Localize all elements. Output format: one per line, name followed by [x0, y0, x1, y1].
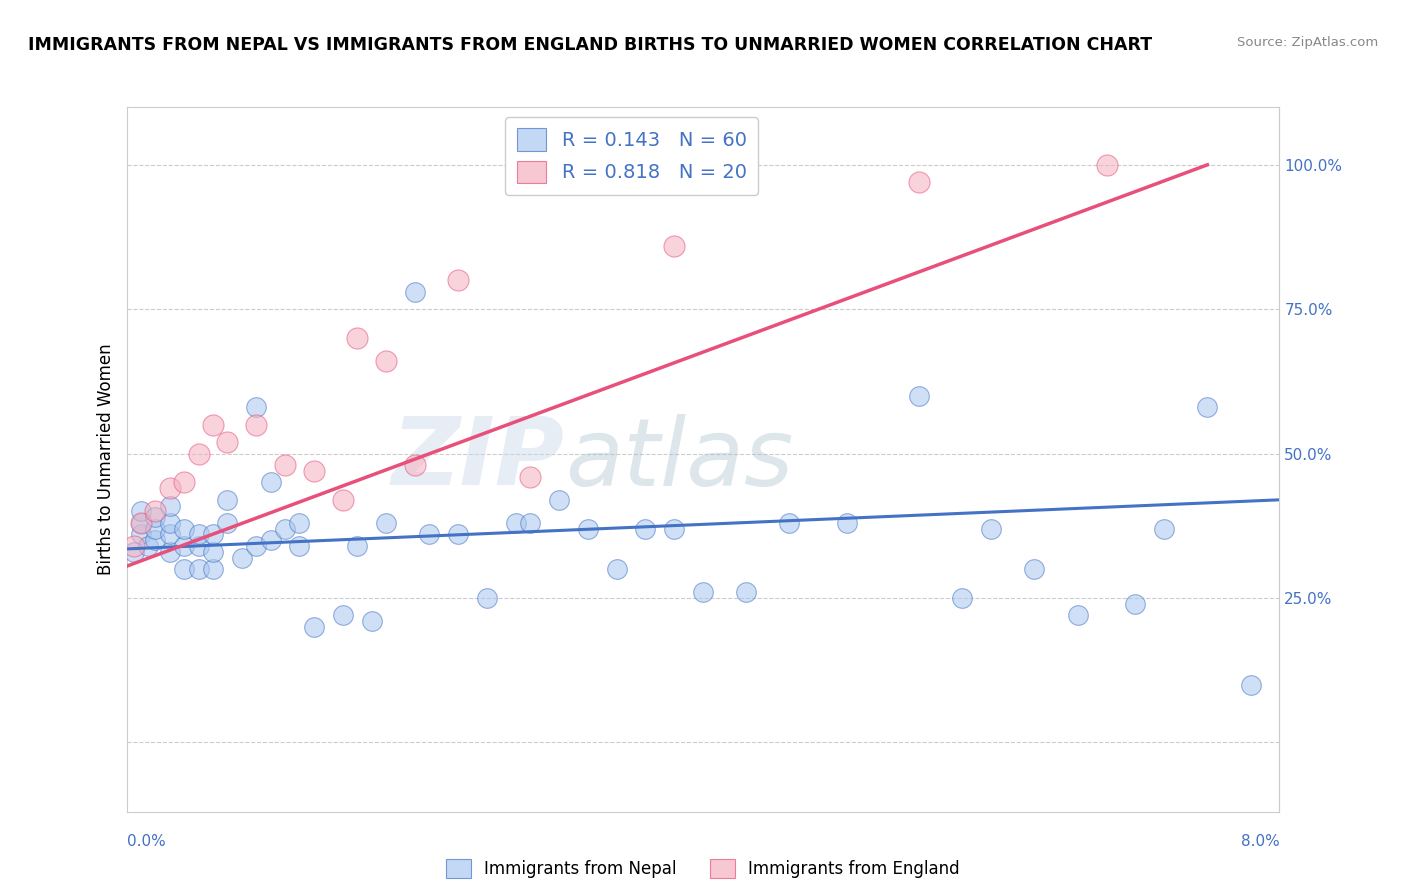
Point: [908, 175, 931, 189]
Point: [447, 273, 470, 287]
Point: [145, 522, 166, 536]
Point: [548, 492, 571, 507]
Point: [664, 238, 686, 252]
Point: [202, 545, 225, 559]
Y-axis label: Births to Unmarried Women: Births to Unmarried Women: [97, 343, 115, 575]
Point: [245, 401, 267, 415]
Point: [1095, 158, 1118, 172]
Point: [692, 585, 714, 599]
Point: [173, 539, 195, 553]
Point: [259, 475, 281, 490]
Point: [245, 539, 267, 553]
Point: [576, 522, 599, 536]
Point: [835, 516, 858, 530]
Point: [136, 539, 159, 553]
Point: [122, 539, 145, 553]
Point: [519, 516, 541, 530]
Point: [187, 562, 209, 576]
Point: [980, 522, 1002, 536]
Point: [735, 585, 758, 599]
Point: [346, 331, 368, 345]
Point: [187, 539, 209, 553]
Point: [129, 527, 152, 541]
Point: [202, 562, 225, 576]
Text: ZIP: ZIP: [392, 413, 565, 506]
Point: [404, 458, 426, 472]
Point: [202, 417, 225, 432]
Legend: Immigrants from Nepal, Immigrants from England: Immigrants from Nepal, Immigrants from E…: [439, 852, 967, 885]
Point: [159, 499, 181, 513]
Point: [173, 475, 195, 490]
Point: [173, 562, 195, 576]
Point: [606, 562, 628, 576]
Point: [374, 354, 398, 368]
Point: [173, 522, 195, 536]
Point: [634, 522, 657, 536]
Point: [1067, 608, 1090, 623]
Point: [187, 447, 209, 461]
Point: [664, 522, 686, 536]
Point: [779, 516, 801, 530]
Text: Source: ZipAtlas.com: Source: ZipAtlas.com: [1237, 36, 1378, 49]
Text: 8.0%: 8.0%: [1240, 834, 1279, 849]
Point: [302, 620, 325, 634]
Point: [217, 516, 239, 530]
Point: [519, 469, 541, 483]
Point: [122, 545, 145, 559]
Point: [346, 539, 368, 553]
Point: [129, 504, 152, 518]
Point: [374, 516, 398, 530]
Point: [288, 539, 311, 553]
Point: [952, 591, 974, 605]
Point: [332, 608, 354, 623]
Point: [231, 550, 253, 565]
Point: [274, 522, 297, 536]
Point: [159, 527, 181, 541]
Point: [202, 527, 225, 541]
Point: [159, 481, 181, 495]
Point: [187, 527, 209, 541]
Point: [475, 591, 498, 605]
Point: [129, 516, 152, 530]
Point: [217, 492, 239, 507]
Point: [505, 516, 527, 530]
Point: [159, 545, 181, 559]
Point: [404, 285, 426, 299]
Point: [288, 516, 311, 530]
Point: [245, 417, 267, 432]
Point: [145, 533, 166, 548]
Point: [1197, 401, 1219, 415]
Point: [129, 516, 152, 530]
Point: [908, 389, 931, 403]
Point: [217, 435, 239, 450]
Point: [447, 527, 470, 541]
Text: 0.0%: 0.0%: [127, 834, 166, 849]
Point: [418, 527, 440, 541]
Point: [1125, 597, 1147, 611]
Text: atlas: atlas: [565, 414, 793, 505]
Point: [1153, 522, 1175, 536]
Text: IMMIGRANTS FROM NEPAL VS IMMIGRANTS FROM ENGLAND BIRTHS TO UNMARRIED WOMEN CORRE: IMMIGRANTS FROM NEPAL VS IMMIGRANTS FROM…: [28, 36, 1153, 54]
Point: [1024, 562, 1046, 576]
Point: [302, 464, 325, 478]
Point: [159, 516, 181, 530]
Point: [145, 510, 166, 524]
Point: [145, 504, 166, 518]
Point: [259, 533, 281, 548]
Point: [274, 458, 297, 472]
Point: [1240, 678, 1263, 692]
Point: [360, 614, 382, 628]
Point: [332, 492, 354, 507]
